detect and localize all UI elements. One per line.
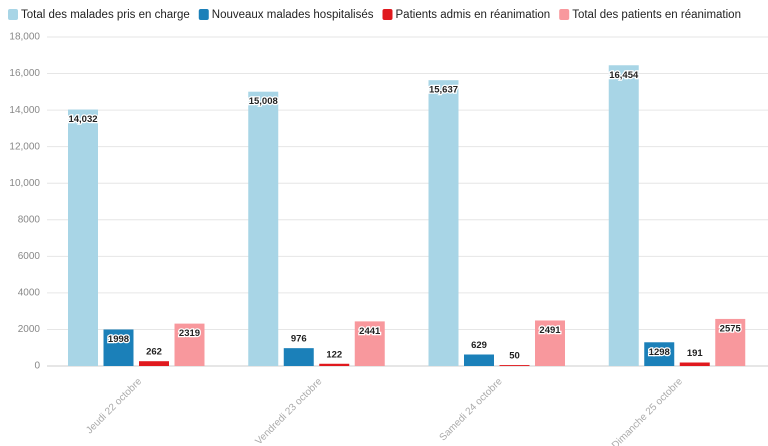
y-tick-label: 16,000: [9, 68, 40, 79]
bar: [644, 342, 675, 366]
bar: [283, 348, 314, 366]
data-label: 50: [509, 351, 520, 362]
bar: [174, 323, 205, 366]
legend-swatch: [559, 9, 570, 20]
x-tick-label: Dimanche 25 octobre: [610, 376, 685, 446]
data-label: 629: [471, 340, 487, 351]
legend-label: Nouveaux malades hospitalisés: [212, 9, 374, 21]
bar: [248, 91, 279, 367]
y-tick-label: 8000: [18, 214, 41, 225]
y-tick-label: 4000: [18, 288, 41, 299]
legend-label: Patients admis en réanimation: [396, 9, 551, 21]
data-label: 262: [146, 347, 162, 358]
data-label: 2319: [179, 328, 200, 339]
legend-label: Total des malades pris en charge: [21, 9, 190, 21]
bar: [103, 329, 134, 366]
data-label: 2575: [720, 323, 742, 334]
data-label: 191: [687, 348, 704, 359]
x-tick-label: Samedi 24 octobre: [438, 376, 505, 443]
legend-label: Total des patients en réanimation: [572, 9, 741, 21]
bar: [319, 363, 350, 366]
bar: [428, 80, 459, 366]
y-tick-label: 14,000: [9, 105, 40, 116]
data-label: 2491: [539, 325, 561, 336]
legend-swatch: [382, 9, 393, 20]
data-label: 16,454: [609, 70, 639, 81]
bar: [535, 320, 565, 366]
data-label: 1998: [108, 334, 129, 345]
data-label: 14,032: [68, 114, 97, 125]
data-label: 15,637: [429, 85, 458, 96]
bar: [464, 354, 494, 366]
y-tick-label: 10,000: [9, 178, 40, 189]
data-label: 15,008: [249, 96, 278, 107]
bar: [68, 109, 98, 367]
bar: [679, 362, 710, 366]
y-tick-label: 0: [34, 361, 40, 372]
y-tick-label: 12,000: [9, 141, 40, 152]
data-label: 976: [291, 334, 307, 345]
bar: [608, 65, 639, 366]
y-tick-label: 18,000: [9, 32, 40, 43]
bar: [354, 321, 385, 366]
bar: [715, 318, 746, 366]
x-tick-label: Vendredi 23 octobre: [253, 376, 324, 446]
legend-swatch: [198, 9, 209, 20]
bar: [139, 361, 169, 366]
data-label: 2441: [359, 326, 381, 337]
x-tick-label: Jeudi 22 octobre: [84, 376, 144, 436]
data-label: 1298: [649, 347, 670, 358]
legend-swatch: [8, 9, 18, 20]
y-tick-label: 6000: [18, 251, 41, 262]
y-tick-label: 2000: [18, 324, 41, 335]
bar: [499, 365, 530, 366]
data-label: 122: [326, 349, 342, 360]
